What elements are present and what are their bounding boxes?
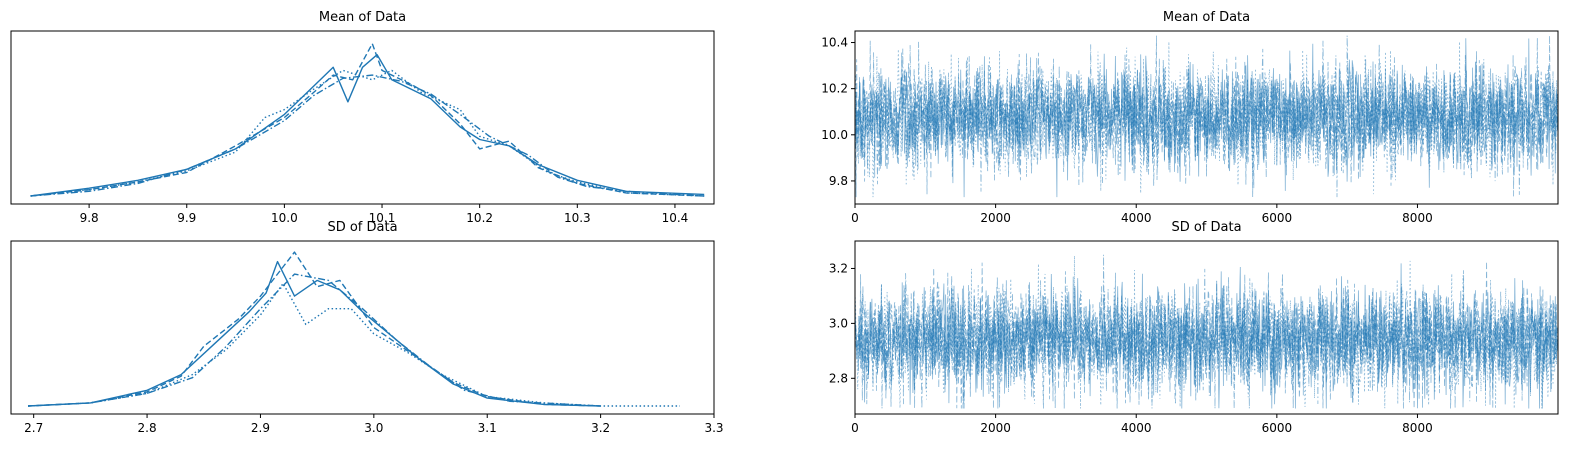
kde-mean-xtick-label: 10.1	[369, 211, 396, 225]
kde-sd-chain-2-density	[27, 251, 601, 407]
kde-sd-xtick-label: 2.8	[138, 421, 157, 435]
kde-mean-xtick-label: 10.0	[271, 211, 298, 225]
kde-mean-xtick-label: 10.3	[564, 211, 591, 225]
trace-sd-xtick-label: 6000	[1262, 421, 1293, 435]
trace-sd-title: SD of Data	[1171, 220, 1241, 235]
trace-mean-ytick-label: 9.8	[829, 174, 848, 188]
trace-mean-xtick-label: 6000	[1262, 211, 1293, 225]
trace-mean-ytick-label: 10.0	[821, 128, 848, 142]
trace-sd-panel: SD of Data 2.8 3.0 3.2 0 2000 4000 6000 8000	[829, 220, 1559, 435]
kde-sd-axes-frame	[10, 240, 715, 415]
trace-mean-xtick-label: 0	[851, 211, 859, 225]
trace-sd-xtick-label: 4000	[1121, 421, 1152, 435]
kde-mean-xtick-label: 9.8	[80, 211, 99, 225]
kde-mean-axes-frame	[10, 30, 715, 205]
kde-sd-title: SD of Data	[327, 220, 397, 235]
trace-sd-chain-4-trace	[855, 254, 1558, 409]
kde-sd-panel: SD of Data 2.7 2.8 2.9 3.0 3.1 3.2 3.3	[10, 220, 724, 435]
trace-sd-axes-frame	[854, 240, 1559, 415]
trace-sd-ytick-label: 2.8	[829, 371, 848, 385]
trace-mean-ytick-label: 10.4	[821, 36, 848, 50]
kde-mean-panel: Mean of Data 9.8 9.9 10.0 10.1 10.2 10.3 10.4	[10, 10, 715, 225]
kde-sd-chain-3-density	[27, 282, 680, 407]
trace-sd-xtick-label: 8000	[1402, 421, 1433, 435]
trace-mean-axes-frame	[854, 30, 1559, 205]
trace-sd-ytick-label: 3.2	[829, 261, 848, 275]
kde-mean-xtick-label: 10.2	[466, 211, 493, 225]
trace-mean-panel: Mean of Data 9.8 10.0 10.2 10.4 0 2000 4000 6000…	[821, 10, 1559, 225]
kde-sd-xtick-label: 3.1	[478, 421, 497, 435]
kde-mean-xtick-label: 9.9	[177, 211, 196, 225]
trace-mean-chain-3-trace	[855, 41, 1558, 198]
kde-sd-xtick-label: 3.2	[591, 421, 610, 435]
trace-sd-xtick-label: 2000	[980, 421, 1011, 435]
kde-sd-xtick-label: 3.0	[364, 421, 383, 435]
kde-mean-xtick-label: 10.4	[662, 211, 689, 225]
trace-mean-xtick-label: 2000	[980, 211, 1011, 225]
trace-mean-title: Mean of Data	[1163, 10, 1250, 25]
kde-sd-xtick-label: 2.9	[251, 421, 270, 435]
kde-mean-chain-3-density	[30, 69, 705, 197]
kde-mean-chain-4-density	[30, 74, 705, 197]
trace-sd-xtick-label: 0	[851, 421, 859, 435]
kde-sd-xtick-label: 3.3	[704, 421, 723, 435]
trace-mean-chain-4-trace	[855, 35, 1558, 198]
trace-sd-ytick-label: 3.0	[829, 316, 848, 330]
kde-mean-chain-2-density	[30, 43, 705, 197]
kde-mean-title: Mean of Data	[319, 10, 406, 25]
trace-mean-xtick-label: 8000	[1402, 211, 1433, 225]
kde-sd-chain-4-density	[27, 273, 601, 407]
kde-sd-xtick-label: 2.7	[24, 421, 43, 435]
trace-mean-ytick-label: 10.2	[821, 82, 848, 96]
trace-mean-xtick-label: 4000	[1121, 211, 1152, 225]
